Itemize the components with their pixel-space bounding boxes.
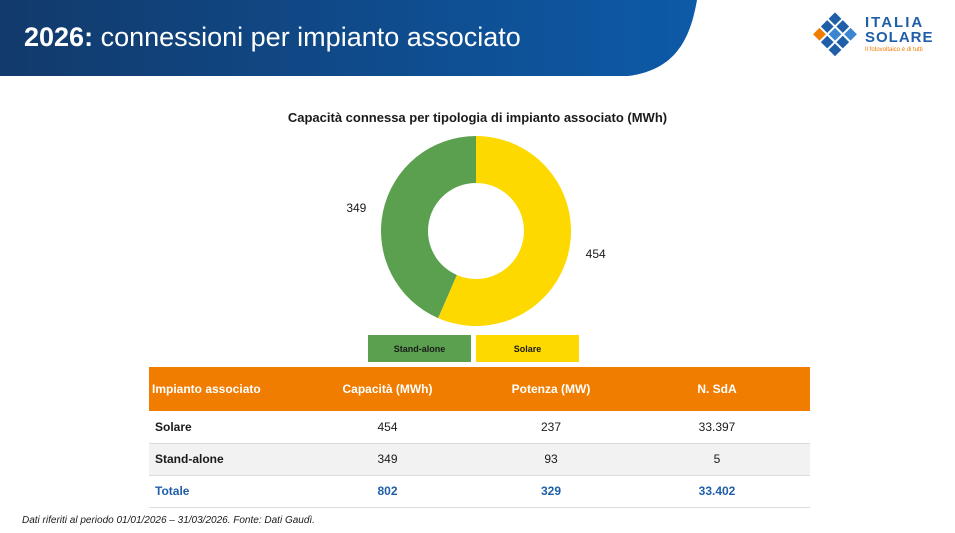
donut-slice-solare bbox=[438, 136, 571, 326]
table-header-cell: Impianto associato bbox=[149, 367, 297, 411]
page-title-year: 2026: bbox=[24, 22, 94, 52]
legend-item-stand-alone: Stand-alone bbox=[368, 335, 471, 362]
legend-item-solare: Solare bbox=[476, 335, 579, 362]
header-bar: 2026: connessioni per impianto associato bbox=[0, 0, 955, 80]
page-title: 2026: connessioni per impianto associato bbox=[24, 22, 521, 53]
chart-title: Capacità connessa per tipologia di impia… bbox=[287, 110, 668, 125]
table-header-cell: N. SdA bbox=[624, 367, 810, 411]
solar-panel-diamond-icon bbox=[813, 12, 857, 57]
table-cell: 93 bbox=[478, 443, 624, 476]
table-cell: 454 bbox=[297, 411, 478, 444]
data-label-solare: 454 bbox=[586, 247, 606, 261]
table-header-cell: Potenza (MW) bbox=[478, 367, 624, 411]
table-cell: 5 bbox=[624, 443, 810, 476]
table-cell: Stand-alone bbox=[149, 443, 297, 476]
table-row: Solare 454 237 33.397 bbox=[149, 411, 810, 444]
header-background bbox=[0, 0, 697, 76]
table-row: Stand-alone 349 93 5 bbox=[149, 443, 810, 476]
table-total-row: Totale 802 329 33.402 bbox=[149, 475, 810, 508]
table-header-row: Impianto associato Capacità (MWh) Potenz… bbox=[149, 367, 810, 411]
logo-text-italia: ITALIA bbox=[865, 14, 925, 31]
page-title-text: connessioni per impianto associato bbox=[93, 22, 521, 52]
table-cell: 33.402 bbox=[624, 475, 810, 508]
data-label-stand-alone: 349 bbox=[346, 201, 366, 215]
table-cell: Solare bbox=[149, 411, 297, 444]
table-cell: 33.397 bbox=[624, 411, 810, 444]
table-header-cell: Capacità (MWh) bbox=[297, 367, 478, 411]
table-cell: 802 bbox=[297, 475, 478, 508]
logo: ITALIA SOLARE Il fotovoltaico è di tutti bbox=[808, 12, 943, 58]
footnote: Dati riferiti al periodo 01/01/2026 – 31… bbox=[22, 515, 315, 526]
donut-slice-stand-alone bbox=[380, 136, 476, 319]
table-cell: Totale bbox=[149, 475, 297, 508]
logo-text-solare: SOLARE bbox=[865, 29, 934, 46]
data-table: Impianto associato Capacità (MWh) Potenz… bbox=[149, 367, 810, 508]
table-cell: 349 bbox=[297, 443, 478, 476]
table-cell: 329 bbox=[478, 475, 624, 508]
table-cell: 237 bbox=[478, 411, 624, 444]
logo-tagline: Il fotovoltaico è di tutti bbox=[865, 47, 923, 53]
